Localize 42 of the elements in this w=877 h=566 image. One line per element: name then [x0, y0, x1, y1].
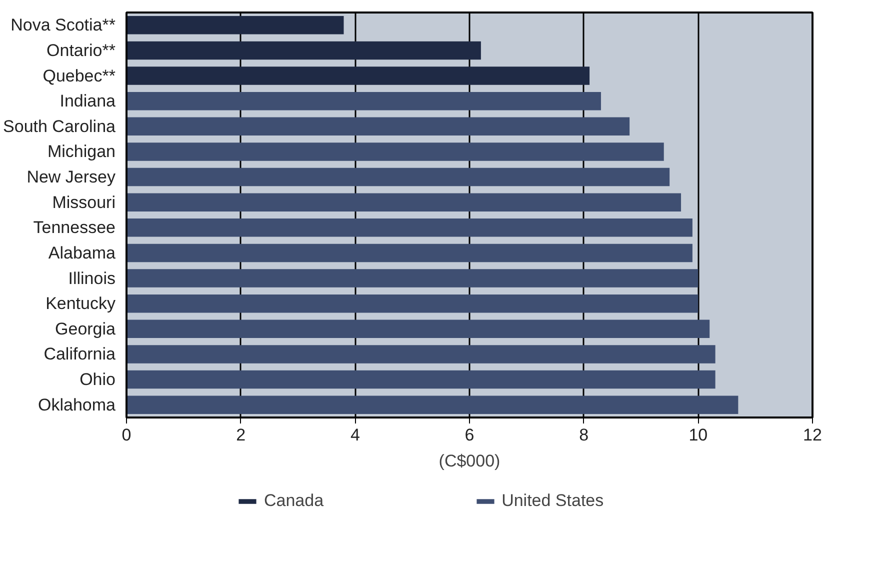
y-tick-label: Kentucky: [46, 294, 116, 314]
y-tick-label: Ontario**: [46, 40, 116, 60]
x-tick-label: 4: [350, 426, 360, 444]
bar: [126, 294, 698, 313]
bar: [126, 370, 716, 389]
y-tick-label: Georgia: [55, 319, 116, 338]
bar: [126, 92, 601, 110]
y-tick-label: Ohio: [80, 370, 116, 390]
y-tick-label: Quebec**: [42, 66, 116, 86]
x-tick-label: 0: [122, 426, 132, 444]
bar: [126, 396, 738, 414]
x-tick-label: 2: [236, 426, 246, 444]
bar: [126, 16, 344, 34]
bar: [126, 117, 630, 136]
y-tick-label: Oklahoma: [38, 395, 116, 414]
bar: [126, 345, 716, 364]
y-tick-label: Indiana: [60, 92, 116, 111]
x-tick-label: 8: [579, 426, 589, 444]
bar: [126, 320, 710, 338]
bar: [126, 269, 698, 288]
bar: [126, 66, 590, 85]
bar: [126, 142, 664, 161]
y-tick-label: Michigan: [47, 142, 116, 162]
bar: [126, 168, 670, 186]
y-tick-label: South Carolina: [3, 116, 116, 136]
bar: [126, 41, 481, 60]
y-tick-label: Alabama: [48, 243, 116, 262]
legend-label: Canada: [264, 491, 324, 511]
y-tick-label: New Jersey: [26, 168, 116, 187]
y-tick-label: Tennessee: [33, 218, 116, 238]
y-tick-label: California: [44, 344, 116, 364]
x-tick-label: 6: [464, 426, 474, 444]
y-tick-label: Missouri: [52, 192, 116, 212]
y-tick-label: Illinois: [68, 268, 116, 288]
bar: [126, 244, 692, 262]
y-tick-label: Nova Scotia**: [10, 16, 116, 35]
bar: [126, 193, 682, 212]
x-tick-label: 10: [688, 426, 708, 444]
legend-label: United States: [502, 491, 604, 511]
x-tick-label: 12: [803, 426, 822, 444]
bar: [126, 218, 692, 237]
x-axis-title: (C$000): [438, 452, 500, 470]
